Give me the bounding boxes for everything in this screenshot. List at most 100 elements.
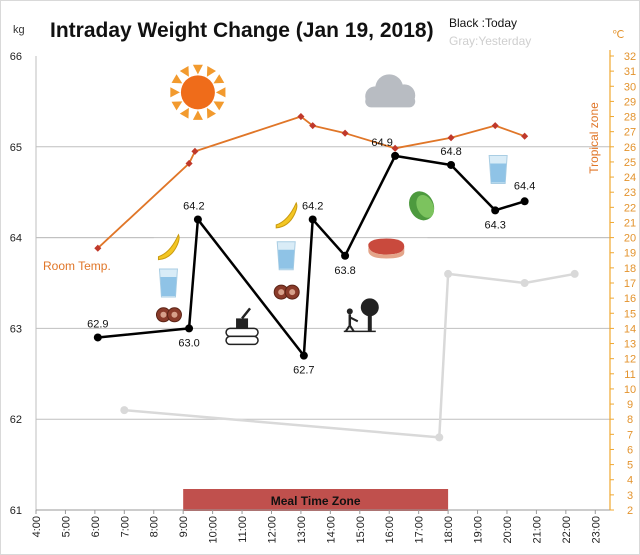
data-label: 63.8 [334, 265, 355, 277]
y2-tick-label: 10 [624, 384, 636, 396]
y2-tick-label: 13 [624, 339, 636, 351]
sun-ray [170, 87, 180, 98]
x-tick-label: 23:00 [590, 516, 602, 544]
activity-icons [155, 64, 508, 346]
today-point [299, 351, 308, 360]
y2-tick-label: 29 [624, 96, 636, 108]
leaf-inner [416, 194, 435, 218]
y2-tick-label: 17 [624, 278, 636, 290]
y2-tick-label: 6 [627, 444, 633, 456]
cloud-icon [365, 74, 416, 108]
y2-tick-label: 3 [627, 490, 633, 502]
tropical-zone-label: Tropical zone [587, 102, 601, 174]
glass-water [278, 249, 295, 269]
sun-ray [206, 107, 217, 119]
data-labels: 62.9 63.0 64.2 62.7 64.2 63.8 64.9 64.8 64.3 64.4 [87, 137, 535, 377]
x-tick-label: 11:00 [237, 516, 249, 543]
y2-tick-label: 9 [627, 399, 633, 411]
y2-axis-unit: ℃ [612, 29, 624, 41]
gardening-icon [343, 298, 379, 333]
room-temp-point [447, 134, 455, 142]
today-point [491, 206, 500, 215]
sun-ray [213, 101, 225, 111]
log [225, 335, 259, 346]
y2-tick-label: 2 [627, 505, 633, 517]
cloud-base [365, 95, 416, 108]
series-lines [93, 112, 579, 442]
room-temp-line [97, 115, 525, 249]
x-tick-label: 20:00 [502, 516, 514, 544]
data-label: 64.2 [183, 200, 204, 212]
data-label: 64.4 [514, 180, 535, 192]
y2-tick-label: 22 [624, 202, 636, 214]
y-tick-label: 66 [10, 51, 22, 63]
room-temp-label: Room Temp. [43, 259, 111, 273]
data-label: 63.0 [178, 337, 199, 349]
data-label: 62.9 [87, 318, 108, 330]
x-tick-label: 19:00 [473, 516, 485, 544]
x-tick-label: 8:00 [149, 516, 161, 537]
food-center [278, 289, 285, 296]
today-line [97, 154, 526, 357]
y2-tick-label: 19 [624, 248, 636, 260]
y2-tick-label: 11 [624, 369, 635, 381]
x-tick-label: 16:00 [384, 516, 396, 544]
room-temp-point [341, 129, 349, 137]
room-temp-point [297, 112, 305, 121]
room-temp-point [391, 144, 399, 152]
y2-tick-label: 16 [624, 293, 636, 305]
lettuce-icon [409, 191, 435, 221]
person-leg [348, 324, 355, 332]
banana-icon [157, 233, 180, 261]
data-label: 62.7 [293, 365, 314, 377]
y2-tick-label: 32 [624, 51, 636, 63]
sun-ray [171, 74, 183, 84]
steak-icon [368, 238, 405, 259]
x-tick-label: 4:00 [31, 516, 43, 537]
y2-tick-label: 12 [624, 354, 636, 366]
sawmill-icon [225, 307, 259, 346]
y2-tick-label: 7 [627, 429, 633, 441]
x-tick-label: 18:00 [443, 516, 455, 544]
x-tick-label: 5:00 [60, 516, 72, 537]
data-label: 64.2 [302, 200, 323, 212]
meal-time-zone-bar [183, 489, 449, 511]
gridlines [36, 146, 610, 420]
sun-ray [192, 64, 203, 75]
today-point [185, 324, 194, 333]
y2-tick-label: 30 [624, 81, 636, 93]
data-label: 64.8 [440, 146, 461, 158]
x-tick-label: 6:00 [90, 516, 102, 537]
steak-top [368, 238, 405, 255]
y2-tick-label: 26 [624, 142, 636, 154]
water-glass-icon [488, 155, 508, 184]
x-tick-label: 21:00 [531, 516, 543, 544]
food-plate-icon [155, 307, 182, 323]
y-tick-label: 64 [10, 233, 22, 245]
machine [236, 318, 249, 329]
today-point [308, 215, 317, 224]
x-tick-label: 22:00 [561, 516, 573, 544]
x-tick-label: 13:00 [296, 516, 308, 544]
log [225, 327, 259, 338]
sun-ray [215, 87, 226, 98]
yesterday-point [444, 269, 453, 278]
person-head [346, 308, 353, 315]
banana-body [275, 201, 298, 229]
yesterday-point [120, 406, 129, 415]
meal-time-zone-label: Meal Time Zone [271, 494, 361, 508]
machine-arm [241, 307, 252, 320]
y-tick-label: 62 [10, 414, 22, 426]
person-arm [349, 316, 359, 323]
sun-ray [179, 107, 189, 119]
glass-water [490, 163, 507, 183]
sun-icon [170, 64, 226, 120]
legend-yesterday: Gray:Yesterday [449, 34, 531, 48]
room-temp-point [191, 147, 199, 155]
y2-tick-label: 25 [624, 157, 636, 169]
x-tick-label: 14:00 [325, 516, 337, 544]
room-temp-point [185, 159, 193, 167]
